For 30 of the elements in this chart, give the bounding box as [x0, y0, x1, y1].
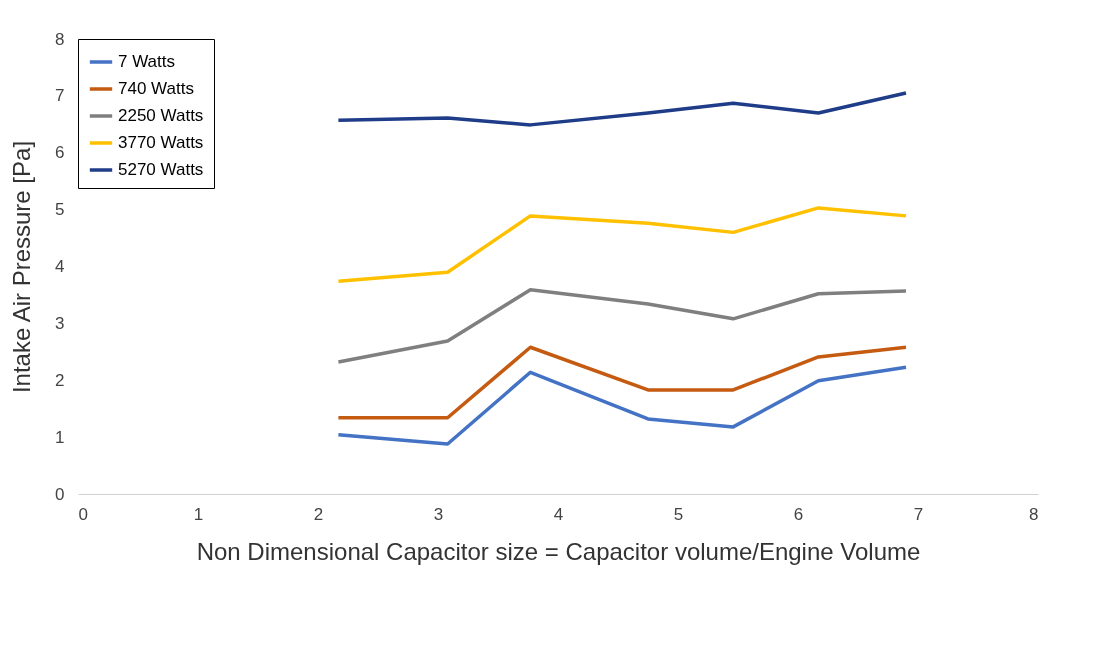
y-tick-label: 4	[55, 257, 65, 276]
y-tick-label: 2	[55, 370, 65, 390]
legend-label: 7 Watts	[118, 52, 175, 71]
line-series	[336, 206, 908, 284]
x-tick-label: 1	[193, 504, 204, 524]
y-tick-label: 8	[55, 29, 65, 49]
x-tick-label: 7	[913, 504, 924, 524]
line-series	[336, 91, 908, 127]
legend-label: 740 Watts	[118, 79, 194, 98]
x-tick-label: 3	[433, 504, 444, 524]
x-tick-label: 2	[313, 504, 324, 524]
y-tick-label: 1	[55, 427, 65, 447]
line-series	[336, 365, 908, 446]
x-tick-label: 4	[553, 504, 564, 524]
line-series	[336, 288, 908, 364]
x-tick-label: 5	[673, 504, 684, 524]
y-tick-label: 7	[55, 86, 65, 106]
x-tick-label: 6	[793, 504, 804, 524]
x-axis-title: Non Dimensional Capacitor size = Capacitor volume/Engine Volume	[196, 537, 921, 565]
y-tick-label: 0	[55, 484, 65, 504]
x-tick-label: 8	[1029, 504, 1039, 524]
y-axis-title: Intake Air Pressure [Pa]	[8, 140, 36, 394]
y-tick-label: 3	[55, 313, 65, 333]
x-tick-label: 0	[78, 504, 88, 524]
legend-label: 3770 Watts	[118, 133, 204, 152]
legend-label: 5270 Watts	[118, 160, 204, 179]
y-tick-label: 6	[55, 143, 65, 163]
line-series	[336, 345, 908, 420]
legend-label: 2250 Watts	[118, 106, 204, 125]
y-tick-label: 5	[55, 200, 65, 220]
